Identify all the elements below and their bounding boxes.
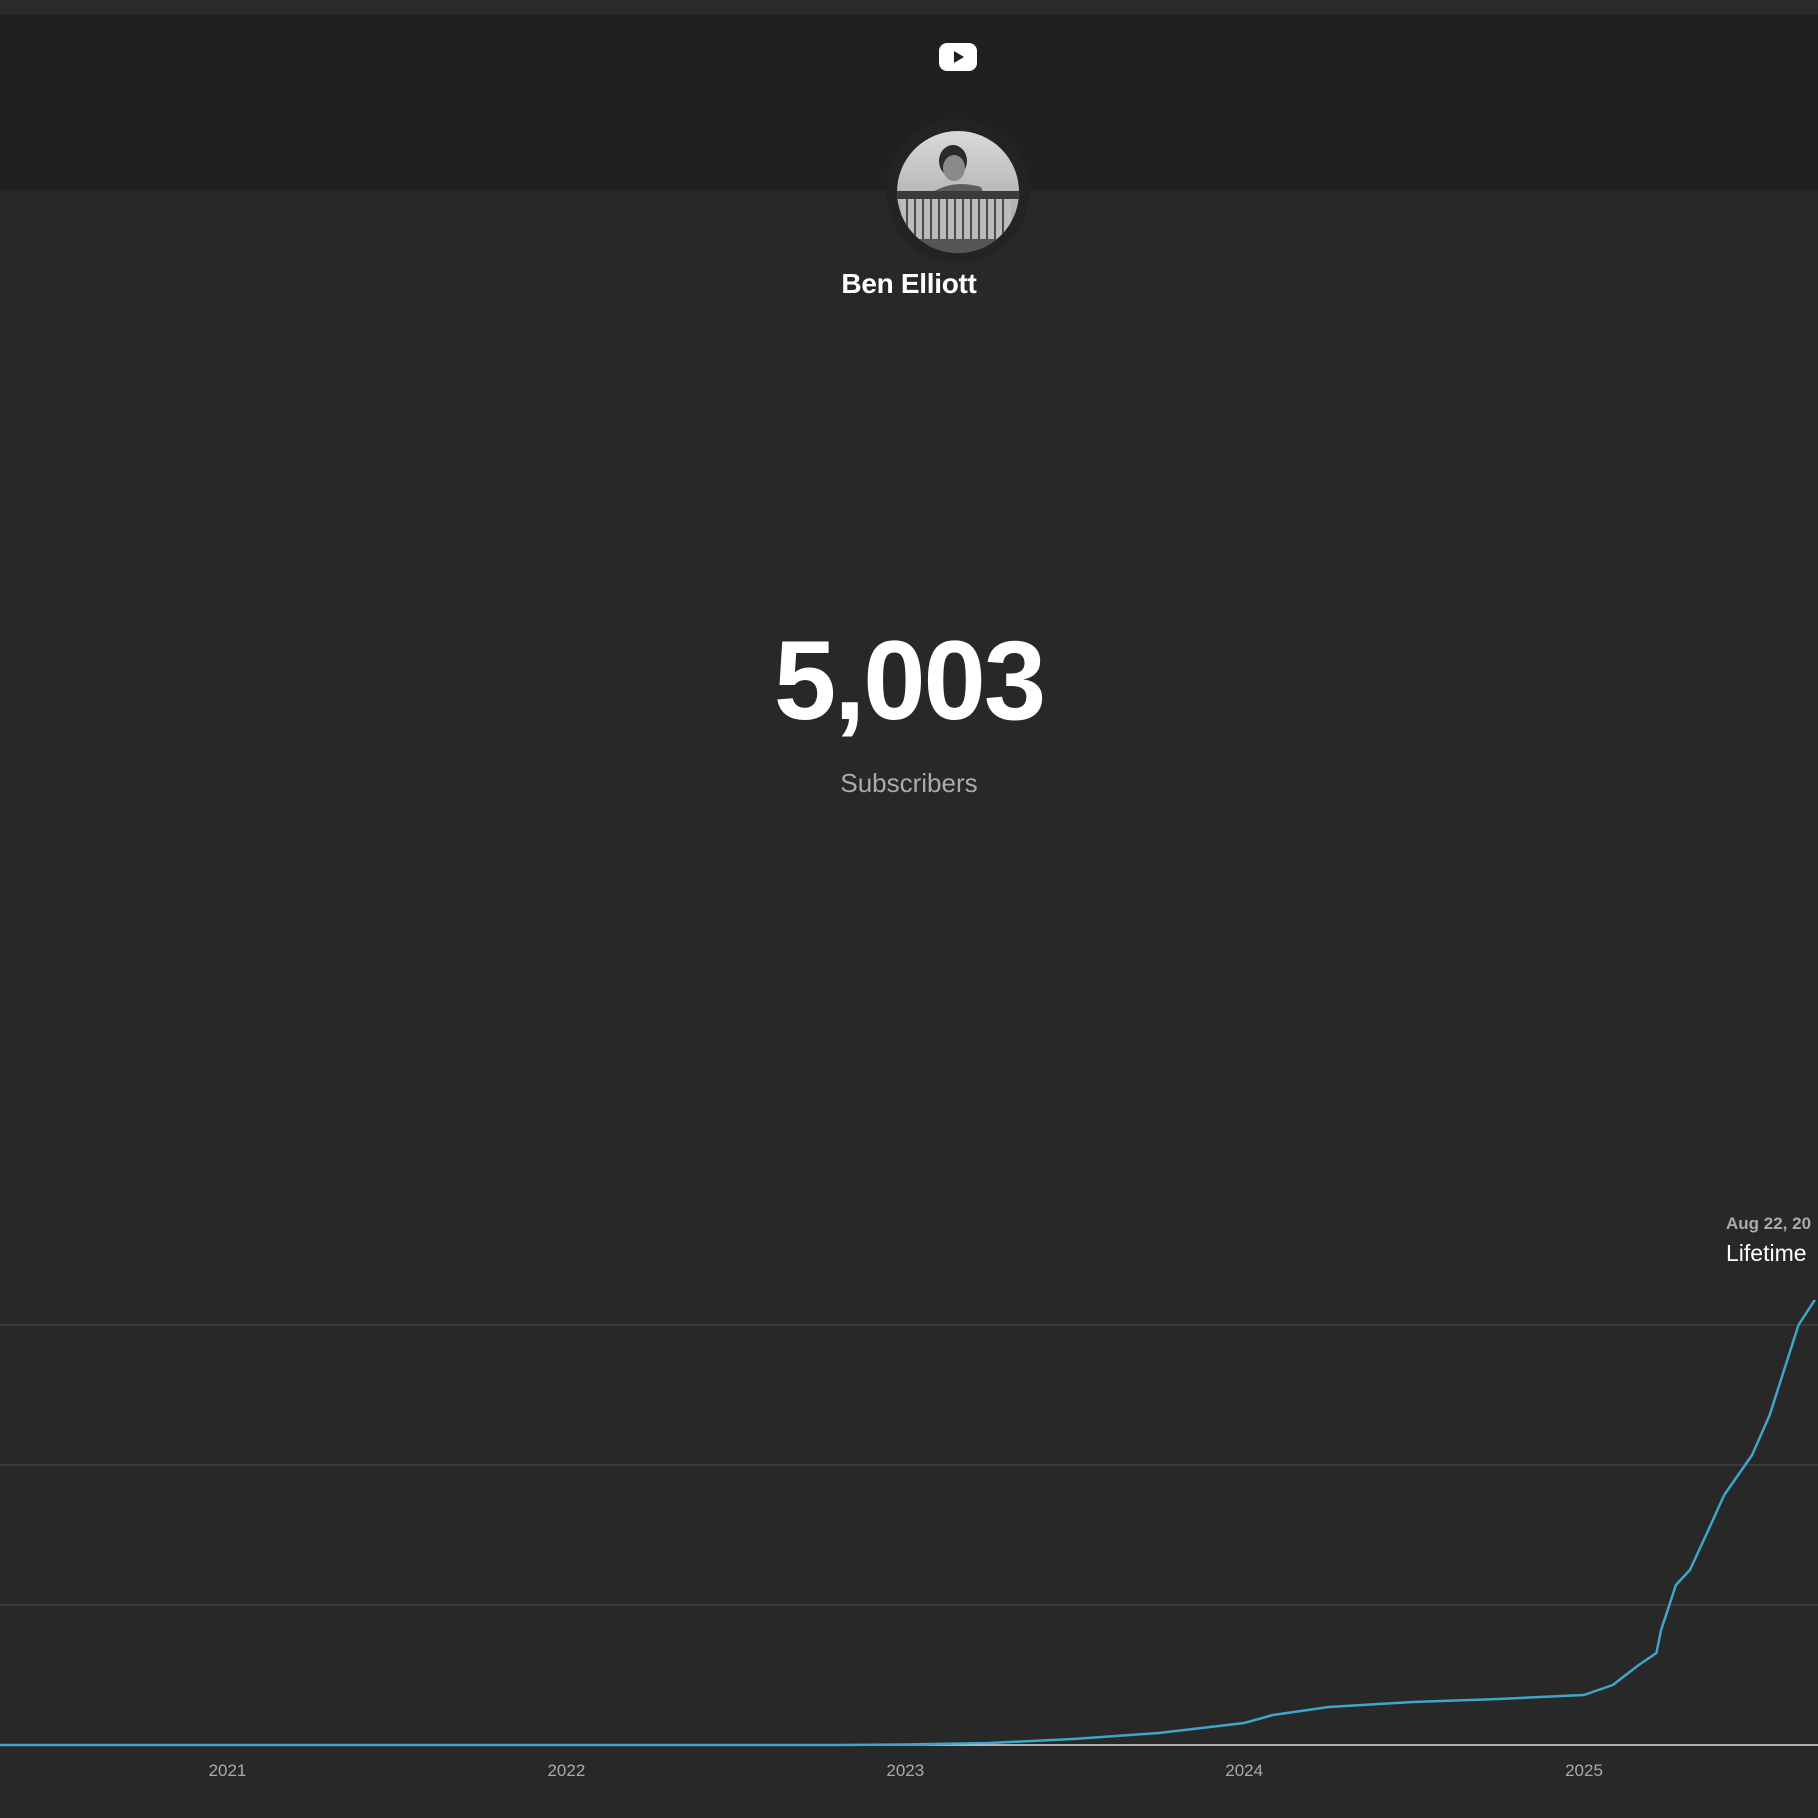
channel-name: Ben Elliott xyxy=(841,268,977,299)
x-tick-label-2024: 2024 xyxy=(1225,1761,1263,1780)
x-tick-label-2025: 2025 xyxy=(1565,1761,1603,1780)
x-tick-label-2023: 2023 xyxy=(886,1761,924,1780)
avatar-photo xyxy=(897,131,1019,253)
x-tick-label-2021: 2021 xyxy=(209,1761,247,1780)
tooltip-label: Lifetime xyxy=(1726,1240,1807,1266)
subscriber-label: Subscribers xyxy=(840,768,978,798)
youtube-play-icon[interactable] xyxy=(939,43,977,71)
series-line xyxy=(0,1300,1817,1747)
subscriber-count: 5,003 xyxy=(773,618,1046,743)
tooltip-date: Aug 22, 20 xyxy=(1726,1214,1812,1233)
x-tick-label-2022: 2022 xyxy=(547,1761,585,1780)
subscriber-chart[interactable]: 2021 2022 2023 2024 2025 xyxy=(0,1300,1818,1818)
avatar[interactable] xyxy=(897,131,1019,253)
top-strip xyxy=(0,0,1818,14)
